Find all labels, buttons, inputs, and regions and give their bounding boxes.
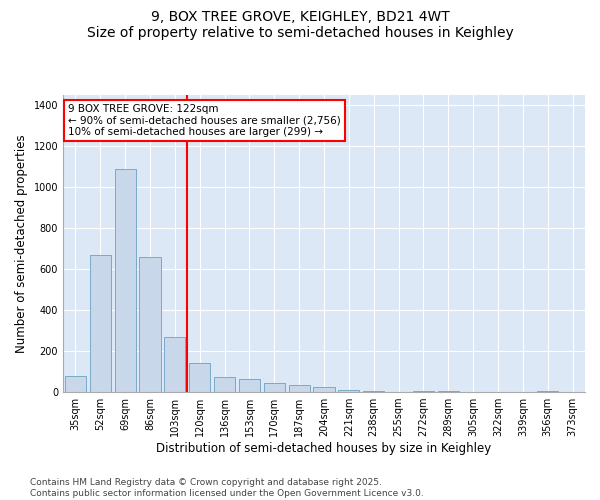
Bar: [214, 376, 235, 392]
Y-axis label: Number of semi-detached properties: Number of semi-detached properties: [15, 134, 28, 353]
Text: 9 BOX TREE GROVE: 122sqm
← 90% of semi-detached houses are smaller (2,756)
10% o: 9 BOX TREE GROVE: 122sqm ← 90% of semi-d…: [68, 104, 341, 138]
Bar: [239, 379, 260, 392]
Bar: [139, 257, 161, 392]
Text: 9, BOX TREE GROVE, KEIGHLEY, BD21 4WT
Size of property relative to semi-detached: 9, BOX TREE GROVE, KEIGHLEY, BD21 4WT Si…: [86, 10, 514, 40]
Bar: [189, 364, 211, 392]
X-axis label: Distribution of semi-detached houses by size in Keighley: Distribution of semi-detached houses by …: [157, 442, 491, 455]
Bar: [338, 390, 359, 392]
Bar: [115, 169, 136, 392]
Bar: [289, 385, 310, 392]
Bar: [164, 337, 185, 392]
Bar: [313, 387, 335, 392]
Bar: [65, 376, 86, 392]
Bar: [413, 390, 434, 392]
Bar: [264, 383, 285, 392]
Text: Contains HM Land Registry data © Crown copyright and database right 2025.
Contai: Contains HM Land Registry data © Crown c…: [30, 478, 424, 498]
Bar: [90, 255, 111, 392]
